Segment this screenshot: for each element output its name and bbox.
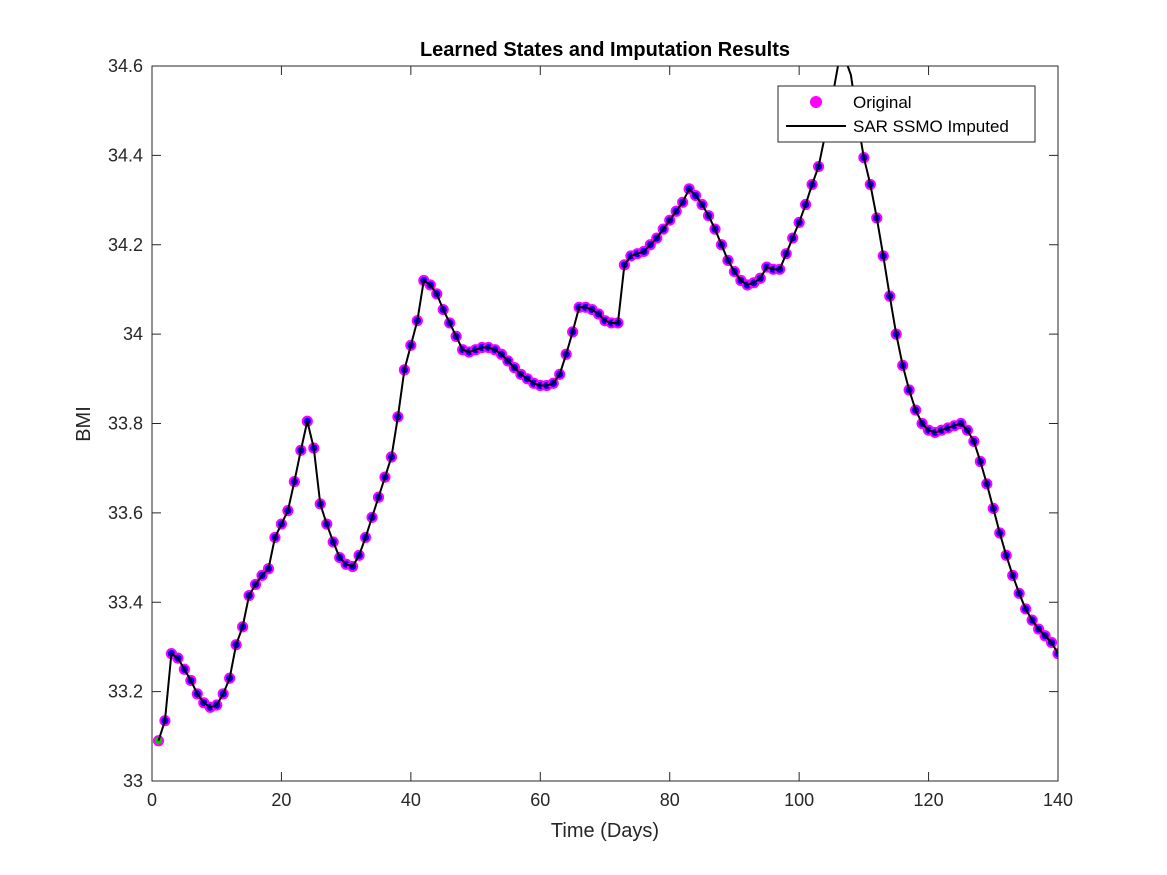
y-tick-label: 33.6 xyxy=(108,503,143,523)
y-tick-label: 33 xyxy=(123,771,143,791)
legend-original-label: Original xyxy=(853,93,912,112)
y-tick-label: 34 xyxy=(123,324,143,344)
legend: Original SAR SSMO Imputed xyxy=(777,85,1036,143)
tick-labels: 0 20 40 60 80 100 120 140 33 33.2 33.4 33.6 33.8 34 34… xyxy=(108,56,1073,810)
chart-title: Learned States and Imputation Results xyxy=(420,39,790,61)
x-tick-label: 0 xyxy=(147,790,157,810)
y-tick-label: 34.6 xyxy=(108,56,143,76)
y-tick-label: 34.2 xyxy=(108,235,143,255)
x-tick-label: 100 xyxy=(784,790,814,810)
axes-box xyxy=(151,65,1059,782)
x-tick-label: 140 xyxy=(1043,790,1073,810)
imputed-line xyxy=(157,66,1058,742)
x-tick-label: 60 xyxy=(530,790,550,810)
x-tick-label: 120 xyxy=(914,790,944,810)
original-point xyxy=(152,735,165,747)
y-tick-label: 34.4 xyxy=(108,145,143,165)
x-axis-label: Time (Days) xyxy=(551,820,659,842)
y-tick-label: 33.4 xyxy=(108,592,143,612)
legend-original-marker xyxy=(810,96,822,108)
y-tick-label: 33.2 xyxy=(108,682,143,702)
x-tick-label: 20 xyxy=(271,790,291,810)
legend-imputed-label: SAR SSMO Imputed xyxy=(853,117,1009,136)
x-tick-label: 80 xyxy=(660,790,680,810)
x-tick-label: 40 xyxy=(401,790,421,810)
y-axis-label: BMI xyxy=(73,406,95,442)
y-tick-label: 33.8 xyxy=(108,414,143,434)
legend-box xyxy=(777,85,1036,143)
data-layer xyxy=(152,66,1058,747)
